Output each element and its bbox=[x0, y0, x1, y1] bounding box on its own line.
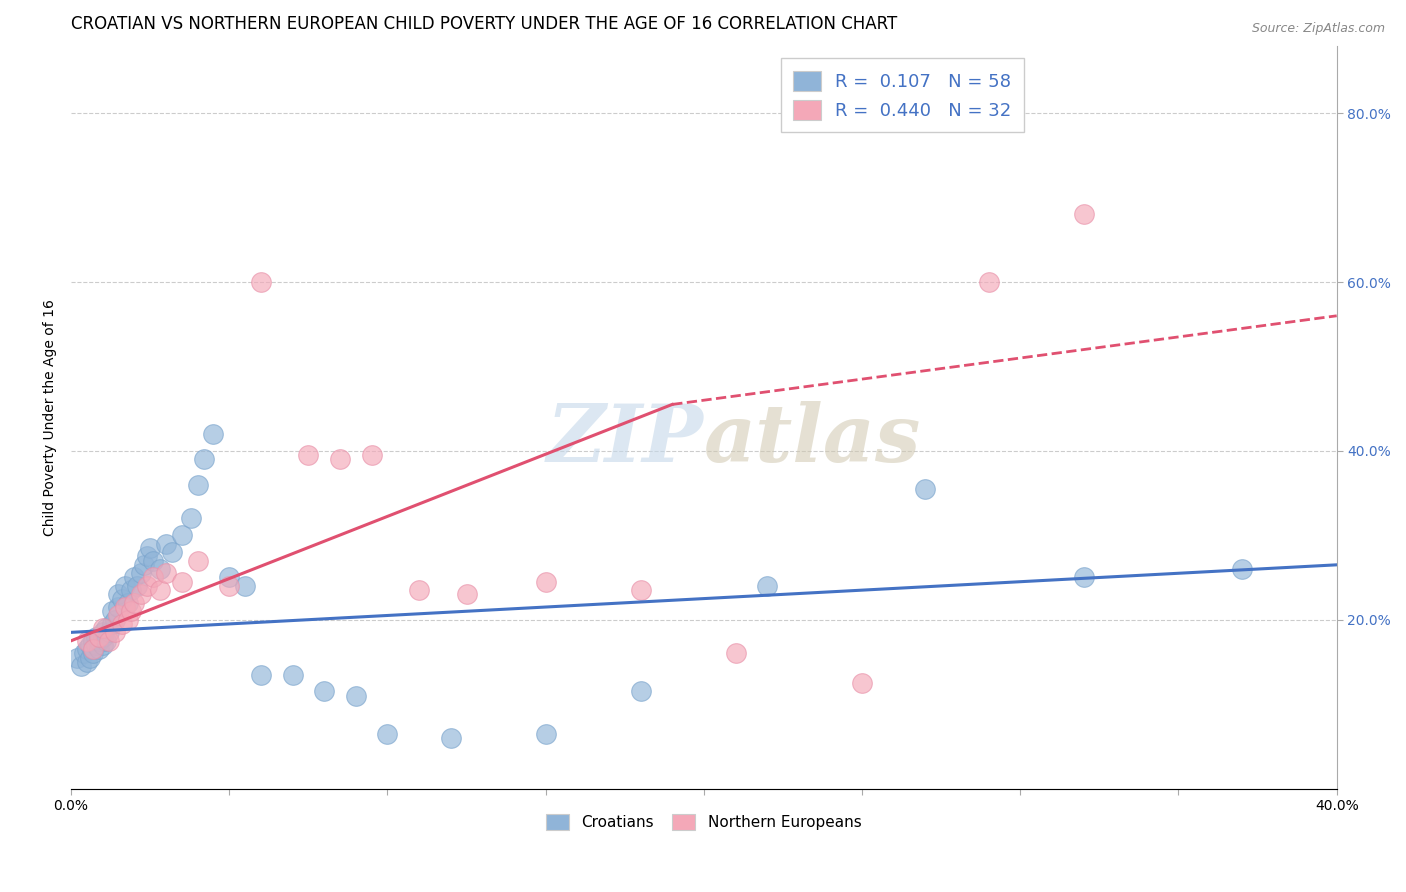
Point bbox=[98, 633, 121, 648]
Point bbox=[91, 638, 114, 652]
Point bbox=[977, 275, 1000, 289]
Point bbox=[193, 452, 215, 467]
Point bbox=[73, 647, 96, 661]
Point bbox=[142, 570, 165, 584]
Point bbox=[69, 659, 91, 673]
Point bbox=[101, 604, 124, 618]
Point bbox=[120, 604, 142, 618]
Point bbox=[117, 596, 139, 610]
Point bbox=[440, 731, 463, 745]
Point bbox=[142, 553, 165, 567]
Point bbox=[756, 579, 779, 593]
Point bbox=[107, 608, 129, 623]
Point bbox=[91, 630, 114, 644]
Legend: Croatians, Northern Europeans: Croatians, Northern Europeans bbox=[540, 808, 868, 837]
Point bbox=[114, 600, 136, 615]
Point bbox=[534, 574, 557, 589]
Point bbox=[82, 642, 104, 657]
Point bbox=[82, 633, 104, 648]
Point bbox=[187, 553, 209, 567]
Point bbox=[91, 625, 114, 640]
Point bbox=[114, 579, 136, 593]
Point bbox=[851, 676, 873, 690]
Point bbox=[89, 642, 111, 657]
Point bbox=[155, 566, 177, 581]
Point bbox=[250, 275, 273, 289]
Text: atlas: atlas bbox=[704, 401, 921, 478]
Text: CROATIAN VS NORTHERN EUROPEAN CHILD POVERTY UNDER THE AGE OF 16 CORRELATION CHAR: CROATIAN VS NORTHERN EUROPEAN CHILD POVE… bbox=[72, 15, 897, 33]
Point bbox=[104, 613, 127, 627]
Point bbox=[129, 566, 152, 581]
Point bbox=[162, 545, 184, 559]
Point bbox=[534, 726, 557, 740]
Point bbox=[408, 583, 430, 598]
Point bbox=[91, 621, 114, 635]
Point bbox=[76, 642, 98, 657]
Point bbox=[314, 684, 336, 698]
Point bbox=[94, 633, 117, 648]
Point bbox=[170, 528, 193, 542]
Point bbox=[377, 726, 399, 740]
Point bbox=[297, 448, 319, 462]
Point bbox=[66, 650, 89, 665]
Point bbox=[104, 625, 127, 640]
Point bbox=[630, 684, 652, 698]
Point bbox=[107, 587, 129, 601]
Point bbox=[281, 667, 304, 681]
Point bbox=[94, 621, 117, 635]
Point bbox=[724, 647, 747, 661]
Point bbox=[155, 537, 177, 551]
Point bbox=[89, 633, 111, 648]
Point bbox=[76, 655, 98, 669]
Point bbox=[82, 642, 104, 657]
Point bbox=[630, 583, 652, 598]
Point bbox=[79, 638, 101, 652]
Point bbox=[127, 579, 149, 593]
Y-axis label: Child Poverty Under the Age of 16: Child Poverty Under the Age of 16 bbox=[44, 299, 58, 535]
Point bbox=[79, 650, 101, 665]
Point bbox=[914, 482, 936, 496]
Point bbox=[149, 562, 172, 576]
Point bbox=[117, 613, 139, 627]
Point bbox=[129, 587, 152, 601]
Text: ZIP: ZIP bbox=[547, 401, 704, 478]
Point bbox=[360, 448, 382, 462]
Point bbox=[1073, 570, 1095, 584]
Point bbox=[218, 570, 240, 584]
Point bbox=[82, 647, 104, 661]
Point bbox=[344, 689, 367, 703]
Point bbox=[187, 477, 209, 491]
Point bbox=[124, 596, 146, 610]
Point bbox=[250, 667, 273, 681]
Point bbox=[456, 587, 478, 601]
Point bbox=[89, 630, 111, 644]
Point bbox=[76, 633, 98, 648]
Point bbox=[149, 583, 172, 598]
Point bbox=[124, 570, 146, 584]
Point bbox=[86, 630, 108, 644]
Point bbox=[86, 638, 108, 652]
Point bbox=[132, 558, 155, 572]
Point bbox=[233, 579, 256, 593]
Point bbox=[1230, 562, 1253, 576]
Point bbox=[98, 625, 121, 640]
Point bbox=[101, 616, 124, 631]
Text: Source: ZipAtlas.com: Source: ZipAtlas.com bbox=[1251, 22, 1385, 36]
Point bbox=[107, 600, 129, 615]
Point bbox=[139, 541, 162, 555]
Point bbox=[111, 616, 134, 631]
Point bbox=[202, 427, 225, 442]
Point bbox=[1073, 207, 1095, 221]
Point bbox=[329, 452, 352, 467]
Point bbox=[170, 574, 193, 589]
Point bbox=[136, 579, 159, 593]
Point bbox=[180, 511, 202, 525]
Point bbox=[120, 583, 142, 598]
Point bbox=[218, 579, 240, 593]
Point bbox=[136, 549, 159, 564]
Point bbox=[111, 591, 134, 606]
